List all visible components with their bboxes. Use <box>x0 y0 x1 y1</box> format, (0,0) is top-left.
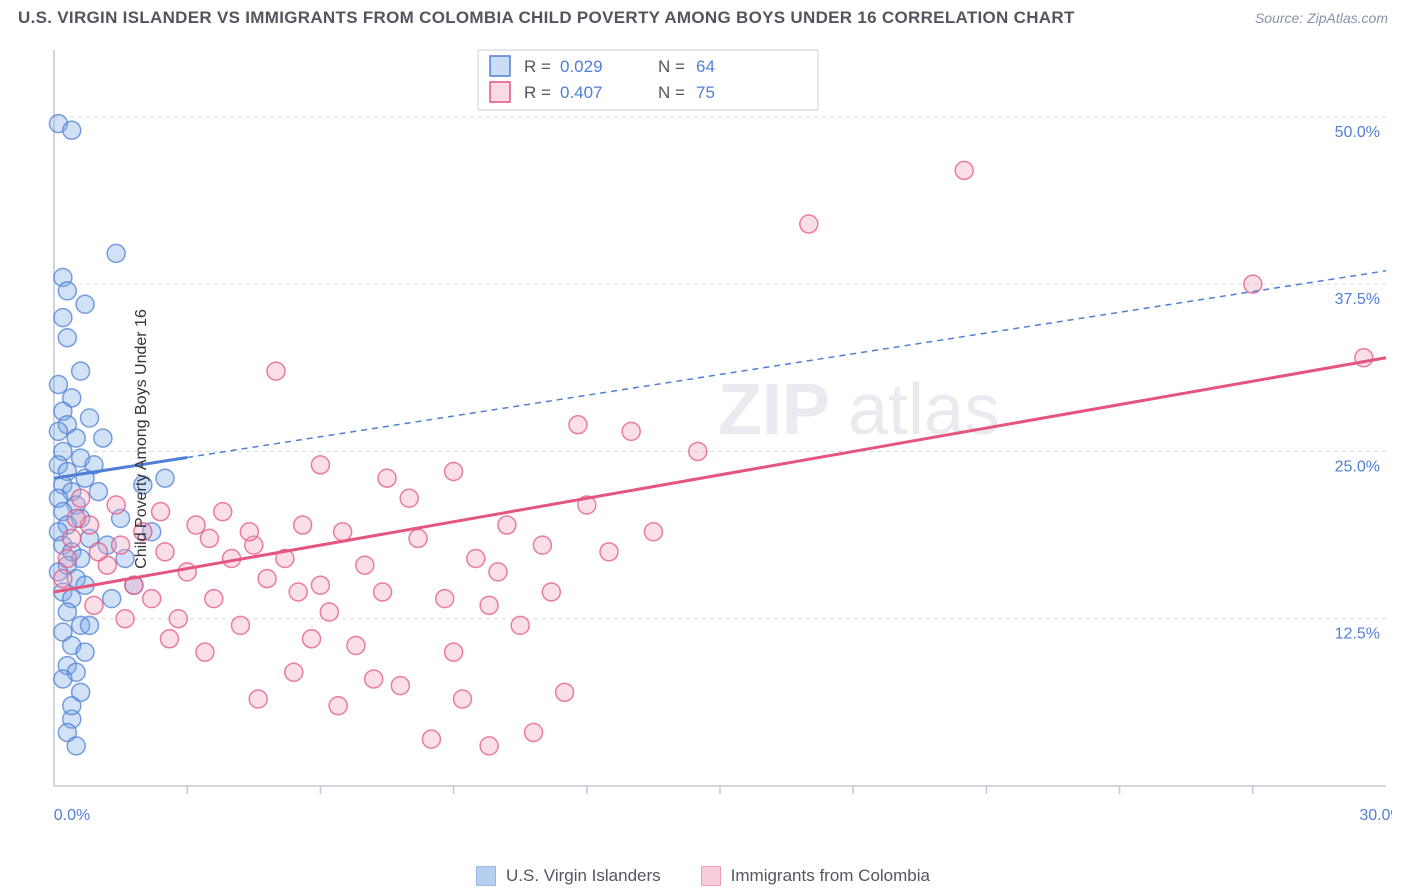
svg-text:0.0%: 0.0% <box>54 807 90 824</box>
bottom-legend: U.S. Virgin Islanders Immigrants from Co… <box>0 866 1406 886</box>
svg-text:12.5%: 12.5% <box>1335 626 1380 643</box>
legend-label-colombia: Immigrants from Colombia <box>731 866 930 886</box>
svg-text:37.5%: 37.5% <box>1335 291 1380 308</box>
svg-text:N =: N = <box>658 57 685 76</box>
svg-text:64: 64 <box>696 57 715 76</box>
legend-swatch-colombia <box>701 866 721 886</box>
chart-title: U.S. VIRGIN ISLANDER VS IMMIGRANTS FROM … <box>18 8 1075 28</box>
svg-text:R =: R = <box>524 57 551 76</box>
legend-swatch-usvi <box>476 866 496 886</box>
svg-text:30.0%: 30.0% <box>1359 807 1392 824</box>
svg-text:25.0%: 25.0% <box>1335 458 1380 475</box>
chart-source: Source: ZipAtlas.com <box>1255 10 1388 26</box>
chart-header: U.S. VIRGIN ISLANDER VS IMMIGRANTS FROM … <box>0 0 1406 32</box>
svg-text:R =: R = <box>524 83 551 102</box>
svg-text:0.029: 0.029 <box>560 57 603 76</box>
y-axis-label: Child Poverty Among Boys Under 16 <box>133 309 151 569</box>
legend-item-usvi: U.S. Virgin Islanders <box>476 866 661 886</box>
plot-area: Child Poverty Among Boys Under 16 12.5%2… <box>48 44 1392 834</box>
svg-text:0.407: 0.407 <box>560 83 603 102</box>
legend-label-usvi: U.S. Virgin Islanders <box>506 866 661 886</box>
svg-text:ZIP: ZIP <box>718 370 830 450</box>
svg-text:50.0%: 50.0% <box>1335 124 1380 141</box>
scatter-chart: 12.5%25.0%37.5%50.0%ZIPatlas0.0%30.0%R =… <box>48 44 1392 834</box>
svg-text:N =: N = <box>658 83 685 102</box>
legend-item-colombia: Immigrants from Colombia <box>701 866 930 886</box>
svg-text:75: 75 <box>696 83 715 102</box>
